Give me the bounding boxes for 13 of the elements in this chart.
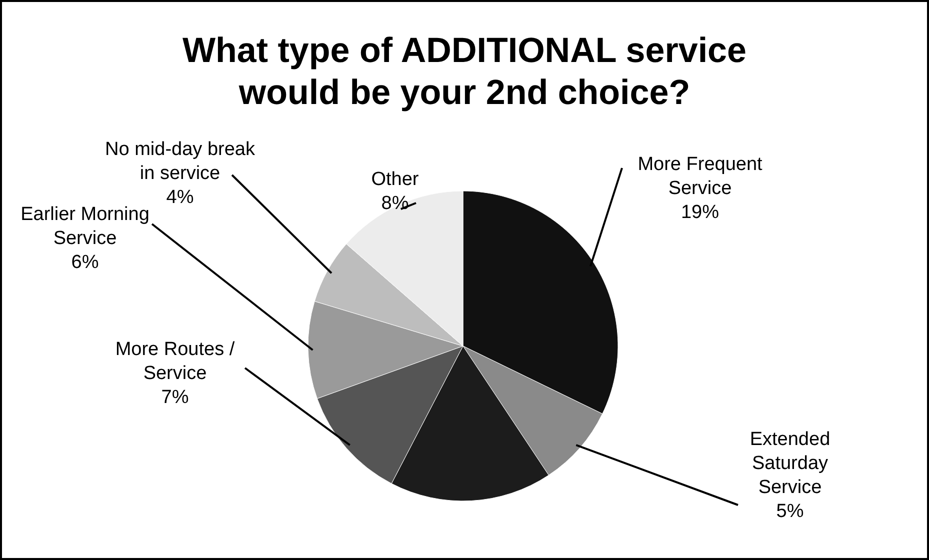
slice-label: Extended Saturday Service: [750, 429, 830, 498]
chart-title: What type of ADDITIONAL service would be your 2nd choice?: [182, 31, 746, 112]
slice-label: Earlier Morning Service: [20, 204, 150, 249]
data-label: 6%: [71, 252, 99, 273]
data-label: 4%: [166, 187, 194, 208]
data-label: 19%: [680, 202, 720, 223]
data-label: 5%: [776, 501, 804, 522]
slice-label: No mid-day break in service: [105, 139, 256, 184]
slice-label: More Frequent Service: [638, 154, 764, 199]
slice-label: Other: [371, 169, 420, 190]
slice-label: More Routes / Service: [115, 339, 236, 384]
data-label: 7%: [161, 387, 189, 408]
data-label: 8%: [381, 193, 409, 214]
